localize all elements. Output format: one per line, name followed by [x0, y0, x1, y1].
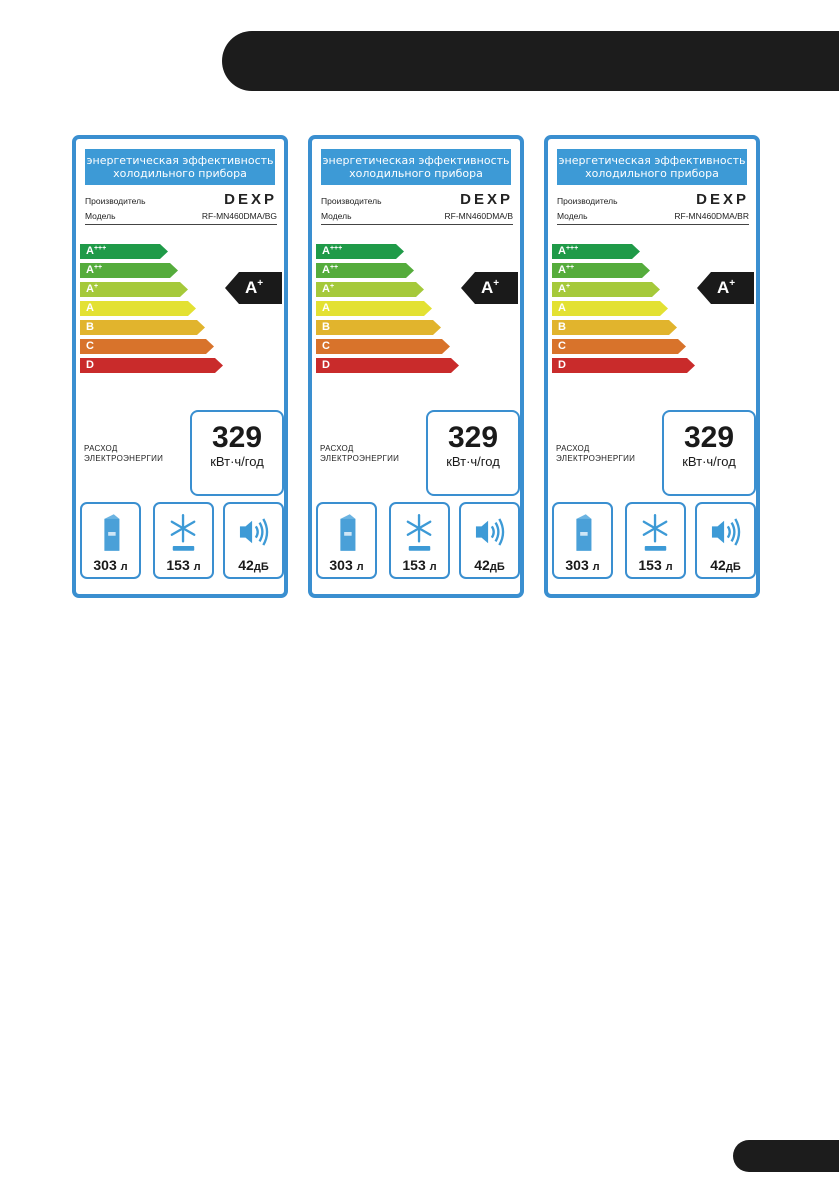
snowflake-icon — [642, 514, 668, 551]
label-title: энергетическая эффективность холодильног… — [557, 149, 747, 185]
divider — [321, 224, 513, 225]
fridge-icon — [576, 514, 592, 551]
model-number: RF-MN460DMA/BR — [674, 211, 749, 221]
class-bar: D — [316, 358, 459, 373]
class-bar: C — [552, 339, 686, 354]
freezer-volume: 153 л — [166, 557, 201, 573]
fridge-volume: 303 л — [93, 557, 128, 573]
fridge-volume-box: 303 л — [80, 502, 141, 579]
class-bar: C — [80, 339, 214, 354]
energy-label-1: энергетическая эффективность холодильног… — [72, 135, 288, 598]
header-bar — [222, 31, 839, 91]
fridge-volume-box: 303 л — [552, 502, 613, 579]
class-bar: D — [80, 358, 223, 373]
energy-label-3: энергетическая эффективность холодильног… — [544, 135, 760, 598]
speaker-icon — [711, 518, 741, 546]
model-number: RF-MN460DMA/BG — [201, 211, 277, 221]
manufacturer-row: Производитель DEXP — [321, 191, 513, 208]
noise-level: 42дБ — [710, 557, 741, 573]
consumption-box: 329 кВт·ч/год — [426, 410, 520, 496]
consumption-box: 329 кВт·ч/год — [190, 410, 284, 496]
consumption-value: 329 — [211, 421, 263, 454]
consumption-label: РАСХОД ЭЛЕКТРОЭНЕРГИИ — [84, 444, 164, 463]
freezer-volume-box: 153 л — [389, 502, 450, 579]
noise-level: 42дБ — [238, 557, 269, 573]
class-bar: A — [316, 301, 432, 316]
fridge-volume: 303 л — [329, 557, 364, 573]
fridge-volume-box: 303 л — [316, 502, 377, 579]
label-title: энергетическая эффективность холодильног… — [85, 149, 275, 185]
fridge-icon — [104, 514, 120, 551]
divider — [557, 224, 749, 225]
consumption-label: РАСХОД ЭЛЕКТРОЭНЕРГИИ — [556, 444, 636, 463]
consumption-value: 329 — [447, 421, 499, 454]
class-bar: A+++ — [552, 244, 640, 259]
speaker-icon — [475, 518, 505, 546]
freezer-volume-box: 153 л — [625, 502, 686, 579]
noise-box: 42дБ — [695, 502, 756, 579]
brand-logo: DEXP — [696, 191, 749, 208]
class-bar: A++ — [80, 263, 178, 278]
model-row: Модель RF-MN460DMA/BR — [557, 211, 749, 221]
fridge-volume: 303 л — [565, 557, 600, 573]
consumption-value: 329 — [683, 421, 735, 454]
class-bar: A++ — [316, 263, 414, 278]
class-bar: A++ — [552, 263, 650, 278]
freezer-volume-box: 153 л — [153, 502, 214, 579]
noise-box: 42дБ — [223, 502, 284, 579]
consumption-unit: кВт·ч/год — [682, 454, 736, 469]
manufacturer-row: Производитель DEXP — [85, 191, 277, 208]
class-bar: A — [80, 301, 196, 316]
brand-logo: DEXP — [460, 191, 513, 208]
manufacturer-row: Производитель DEXP — [557, 191, 749, 208]
class-bar: A+++ — [80, 244, 168, 259]
class-bar: B — [552, 320, 677, 335]
class-bar: A+++ — [316, 244, 404, 259]
class-bar: A+ — [80, 282, 188, 297]
page-number-tab — [733, 1140, 839, 1172]
snowflake-icon — [406, 514, 432, 551]
class-bar: A+ — [316, 282, 424, 297]
model-number: RF-MN460DMA/B — [444, 211, 513, 221]
consumption-unit: кВт·ч/год — [210, 454, 264, 469]
class-bar: A+ — [552, 282, 660, 297]
class-bar: B — [316, 320, 441, 335]
rating-arrow: A+ — [461, 272, 518, 304]
consumption-label: РАСХОД ЭЛЕКТРОЭНЕРГИИ — [320, 444, 400, 463]
rating-arrow: A+ — [225, 272, 282, 304]
noise-box: 42дБ — [459, 502, 520, 579]
freezer-volume: 153 л — [402, 557, 437, 573]
class-bar: D — [552, 358, 695, 373]
class-bar: A — [552, 301, 668, 316]
consumption-box: 329 кВт·ч/год — [662, 410, 756, 496]
class-bar: B — [80, 320, 205, 335]
divider — [85, 224, 277, 225]
speaker-icon — [239, 518, 269, 546]
consumption-unit: кВт·ч/год — [446, 454, 500, 469]
brand-logo: DEXP — [224, 191, 277, 208]
noise-level: 42дБ — [474, 557, 505, 573]
model-row: Модель RF-MN460DMA/B — [321, 211, 513, 221]
rating-arrow: A+ — [697, 272, 754, 304]
model-row: Модель RF-MN460DMA/BG — [85, 211, 277, 221]
freezer-volume: 153 л — [638, 557, 673, 573]
label-title: энергетическая эффективность холодильног… — [321, 149, 511, 185]
snowflake-icon — [170, 514, 196, 551]
fridge-icon — [340, 514, 356, 551]
energy-label-2: энергетическая эффективность холодильног… — [308, 135, 524, 598]
class-bar: C — [316, 339, 450, 354]
